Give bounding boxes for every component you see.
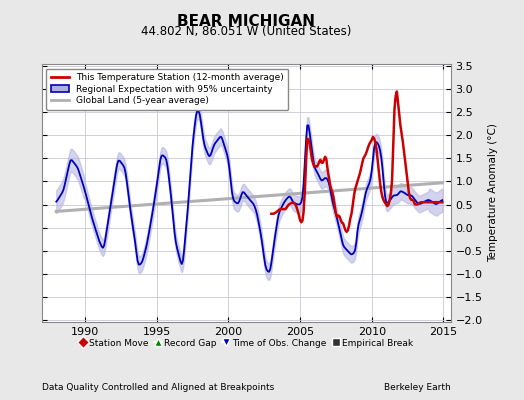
Text: 44.802 N, 86.051 W (United States): 44.802 N, 86.051 W (United States) — [141, 25, 352, 38]
Text: BEAR MICHIGAN: BEAR MICHIGAN — [177, 14, 315, 29]
Legend: This Temperature Station (12-month average), Regional Expectation with 95% uncer: This Temperature Station (12-month avera… — [47, 68, 289, 110]
Y-axis label: Temperature Anomaly (°C): Temperature Anomaly (°C) — [488, 124, 498, 262]
Legend: Station Move, Record Gap, Time of Obs. Change, Empirical Break: Station Move, Record Gap, Time of Obs. C… — [77, 336, 416, 350]
Text: Berkeley Earth: Berkeley Earth — [384, 383, 451, 392]
Text: Data Quality Controlled and Aligned at Breakpoints: Data Quality Controlled and Aligned at B… — [42, 383, 274, 392]
